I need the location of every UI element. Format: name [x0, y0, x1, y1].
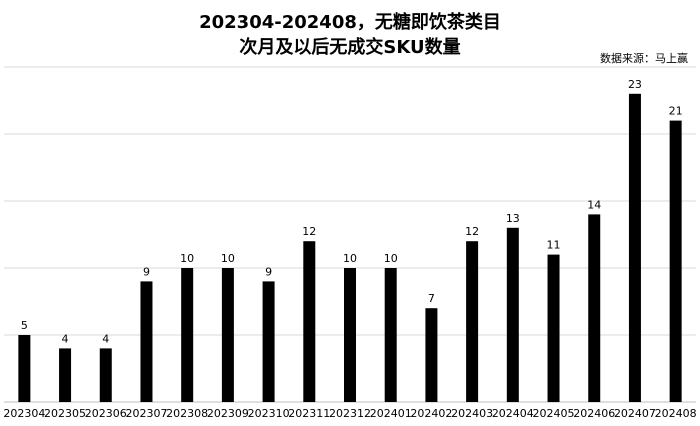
bar [99, 348, 112, 402]
bar [547, 254, 560, 402]
x-tick-label: 202408 [655, 407, 697, 420]
x-tick-label: 202310 [248, 407, 290, 420]
x-tick-label: 202404 [492, 407, 534, 420]
x-tick-label: 202304 [3, 407, 45, 420]
bar [262, 281, 275, 402]
bar [384, 268, 397, 402]
x-tick-label: 202401 [370, 407, 412, 420]
data-label: 10 [221, 252, 235, 265]
bar [140, 281, 153, 402]
data-label: 7 [428, 292, 435, 305]
data-label: 10 [343, 252, 357, 265]
data-label: 21 [669, 105, 683, 118]
data-label: 9 [265, 265, 272, 278]
data-label: 4 [102, 332, 109, 345]
data-label: 12 [465, 225, 479, 238]
x-tick-label: 202311 [288, 407, 330, 420]
data-label: 10 [384, 252, 398, 265]
chart-subtitle: 次月及以后无成交SKU数量 [239, 37, 461, 58]
data-label: 10 [180, 252, 194, 265]
bar [303, 241, 316, 402]
bar [628, 93, 641, 403]
data-label: 11 [547, 239, 561, 252]
bar [466, 241, 479, 402]
x-tick-label: 202305 [44, 407, 86, 420]
bar [588, 214, 601, 402]
x-tick-label: 202405 [533, 407, 575, 420]
chart-title: 202304-202408，无糖即饮茶类目 [199, 12, 501, 33]
data-label: 23 [628, 78, 642, 91]
data-label: 14 [587, 198, 601, 211]
x-tick-label: 202312 [329, 407, 371, 420]
x-tick-label: 202402 [410, 407, 452, 420]
bar [18, 335, 31, 402]
data-label: 5 [21, 319, 28, 332]
bar [59, 348, 72, 402]
x-tick-label: 202309 [207, 407, 249, 420]
x-tick-label: 202406 [573, 407, 615, 420]
x-tick-label: 202307 [125, 407, 167, 420]
data-source-note: 数据来源：马上赢 [600, 52, 688, 65]
data-label: 9 [143, 265, 150, 278]
bar [181, 268, 194, 402]
x-tick-label: 202407 [614, 407, 656, 420]
x-tick-label: 202403 [451, 407, 493, 420]
x-tick-label: 202308 [166, 407, 208, 420]
bar [506, 227, 519, 402]
data-label: 4 [62, 332, 69, 345]
bar [669, 120, 682, 402]
data-label: 12 [302, 225, 316, 238]
bar [425, 308, 438, 402]
data-label: 13 [506, 212, 520, 225]
bar [344, 268, 356, 402]
bar [221, 268, 234, 402]
x-tick-label: 202306 [85, 407, 127, 420]
